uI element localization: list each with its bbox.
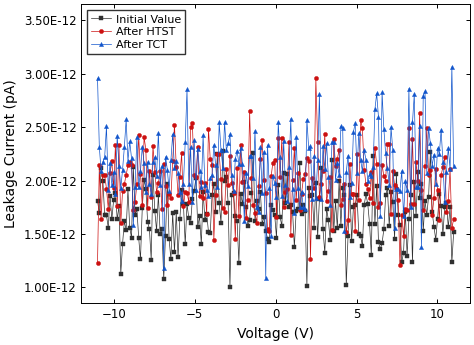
After TCT: [116, 164, 122, 168]
Initial Value: [424, 213, 429, 217]
Legend: Initial Value, After HTST, After TCT: Initial Value, After HTST, After TCT: [87, 10, 185, 55]
After HTST: [451, 217, 456, 221]
After TCT: [263, 276, 269, 280]
After HTST: [116, 143, 122, 147]
After HTST: [161, 161, 166, 166]
Line: After HTST: After HTST: [95, 76, 456, 267]
After TCT: [422, 89, 428, 93]
Initial Value: [451, 230, 456, 235]
Initial Value: [227, 285, 233, 289]
Initial Value: [220, 149, 226, 154]
Initial Value: [161, 277, 166, 281]
After TCT: [449, 65, 455, 69]
After HTST: [190, 121, 195, 125]
After TCT: [435, 146, 440, 150]
Initial Value: [109, 217, 115, 221]
Initial Value: [190, 197, 195, 201]
X-axis label: Voltage (V): Voltage (V): [237, 327, 314, 341]
After TCT: [190, 200, 195, 204]
After TCT: [451, 164, 456, 168]
After HTST: [109, 159, 115, 164]
Line: Initial Value: Initial Value: [95, 149, 456, 289]
Initial Value: [437, 192, 442, 196]
After TCT: [161, 266, 166, 270]
After HTST: [424, 126, 429, 130]
Line: After TCT: After TCT: [95, 65, 456, 280]
After TCT: [109, 183, 115, 187]
After HTST: [313, 76, 319, 80]
Y-axis label: Leakage Current (pA): Leakage Current (pA): [4, 79, 18, 228]
After HTST: [397, 263, 403, 267]
After HTST: [437, 218, 442, 222]
After TCT: [95, 76, 100, 80]
Initial Value: [95, 199, 100, 203]
Initial Value: [116, 204, 122, 208]
After HTST: [95, 260, 100, 265]
